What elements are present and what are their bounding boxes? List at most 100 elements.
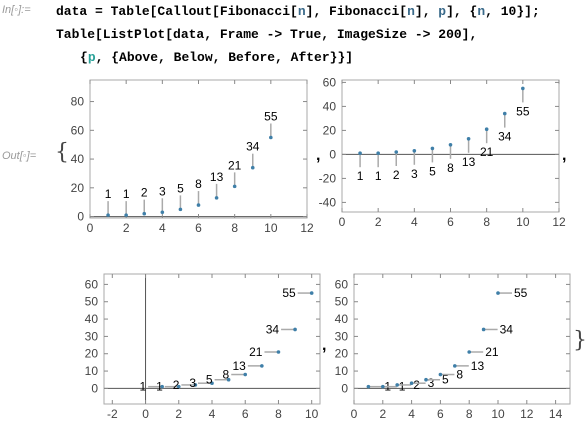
x-tick-label: 10 [516, 215, 530, 229]
data-point [438, 372, 443, 377]
callout-label: 34 [266, 322, 280, 336]
data-point [106, 213, 110, 217]
y-tick-label: 60 [335, 277, 349, 291]
data-point [193, 383, 198, 387]
x-tick-label: 2 [123, 221, 130, 235]
x-tick-label: -2 [107, 407, 118, 421]
code-token: , 10}]; [485, 4, 540, 19]
y-tick-label: 0 [91, 381, 98, 395]
y-tick-label: 20 [335, 347, 349, 361]
data-point [226, 377, 231, 382]
data-point [466, 137, 471, 141]
callout-label: 5 [177, 181, 184, 195]
callout-label: 13 [210, 170, 224, 184]
code-token: ], [414, 4, 439, 19]
data-point [521, 86, 525, 91]
callout-label: 1 [139, 380, 146, 394]
callout-label: 13 [232, 359, 246, 373]
data-point [142, 211, 147, 216]
y-tick-label: 20 [323, 123, 337, 137]
data-point [124, 213, 128, 217]
x-tick-label: 6 [195, 221, 202, 235]
data-point [366, 384, 371, 389]
y-tick-label: 40 [335, 312, 349, 326]
code-token: Table[ListPlot[data, Frame -> True, Imag… [56, 27, 478, 42]
callout-label: 13 [471, 359, 485, 373]
code-token: data = Table[Callout[Fibonacci[ [56, 4, 298, 19]
x-tick-label: 0 [351, 407, 358, 421]
data-point [448, 143, 453, 147]
data-point [178, 207, 183, 212]
data-point [395, 383, 399, 387]
data-point [409, 381, 414, 385]
data-point [467, 350, 471, 354]
y-tick-label: 50 [335, 295, 349, 309]
y-tick-label: 60 [323, 75, 337, 89]
code-token: ], Fibonacci[ [305, 4, 408, 19]
callout-label: 5 [206, 373, 213, 387]
callout-label: 3 [159, 184, 166, 198]
callout-label: 8 [195, 177, 202, 191]
code-token: ], { [446, 4, 478, 19]
input-cell-label: In[◦]:= [2, 4, 31, 16]
x-tick-label: 4 [209, 407, 216, 421]
y-tick-label: 0 [341, 381, 348, 395]
x-tick-label: 4 [408, 407, 415, 421]
y-tick-label: 0 [77, 210, 84, 224]
callout-label: 2 [173, 378, 180, 392]
callout-label: 1 [375, 169, 382, 183]
callout-label: 1 [105, 187, 112, 201]
output-cell-label: Out[◦]= [2, 150, 37, 162]
x-tick-label: 12 [552, 215, 566, 229]
data-point [309, 291, 314, 295]
callout-label: 21 [485, 345, 499, 359]
x-tick-label: 2 [375, 215, 382, 229]
output-separator-1: , [316, 147, 321, 164]
x-tick-label: 10 [491, 407, 505, 421]
callout-label: 2 [413, 378, 420, 392]
x-tick-label: 8 [466, 407, 473, 421]
data-point [376, 151, 380, 155]
callout-label: 2 [141, 186, 148, 200]
y-tick-label: 60 [71, 123, 85, 137]
output-separator-2: , [562, 147, 567, 164]
y-tick-label: 40 [71, 152, 85, 166]
code-line-2[interactable]: Table[ListPlot[data, Frame -> True, Imag… [56, 27, 477, 42]
y-tick-label: 10 [85, 364, 99, 378]
x-tick-label: 2 [175, 407, 182, 421]
code-line-1[interactable]: data = Table[Callout[Fibonacci[n], Fibon… [56, 4, 540, 19]
y-tick-label: 60 [85, 277, 99, 291]
callout-label: 34 [498, 130, 512, 144]
y-tick-label: 40 [85, 312, 99, 326]
x-tick-label: 8 [275, 407, 282, 421]
data-point [160, 384, 164, 389]
x-tick-label: 12 [520, 407, 534, 421]
y-tick-label: -40 [319, 195, 337, 209]
x-tick-label: 10 [264, 221, 278, 235]
callout-label: 2 [393, 168, 400, 182]
data-point [481, 327, 486, 332]
callout-label: 55 [516, 104, 530, 118]
callout-label: 3 [189, 376, 196, 390]
code-token: n [297, 4, 306, 19]
data-point [381, 384, 385, 389]
data-point [276, 350, 281, 354]
code-token: n [477, 4, 486, 19]
y-tick-label: 40 [323, 99, 337, 113]
callout-label: 1 [357, 169, 364, 183]
y-tick-label: 10 [335, 364, 349, 378]
x-tick-label: 0 [339, 215, 346, 229]
callout-label: 5 [429, 164, 436, 178]
data-point [412, 149, 417, 153]
x-tick-label: 8 [231, 221, 238, 235]
x-tick-label: 14 [549, 407, 563, 421]
data-point [243, 372, 248, 377]
callout-label: 8 [223, 368, 230, 382]
callout-label: 8 [456, 368, 463, 382]
x-tick-label: 6 [437, 407, 444, 421]
code-line-3[interactable]: {p, {Above, Below, Before, After}}] [80, 50, 353, 65]
